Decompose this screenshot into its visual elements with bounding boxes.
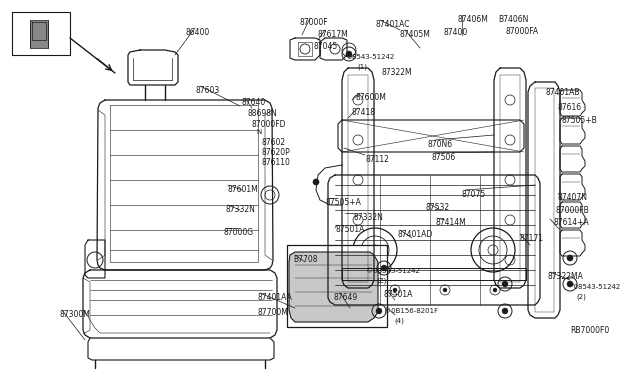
- Text: 87616: 87616: [558, 103, 582, 112]
- Text: 87620P: 87620P: [261, 148, 290, 157]
- Text: 87322M: 87322M: [381, 68, 412, 77]
- Text: 87614+A: 87614+A: [553, 218, 589, 227]
- Text: °08543-51242: °08543-51242: [570, 284, 620, 290]
- Text: 87506: 87506: [432, 153, 456, 162]
- Text: 87322MA: 87322MA: [548, 272, 584, 281]
- Circle shape: [567, 281, 573, 287]
- Text: 87332N: 87332N: [226, 205, 256, 214]
- Text: 87407N: 87407N: [558, 193, 588, 202]
- Circle shape: [381, 265, 387, 271]
- Text: 87332N: 87332N: [353, 213, 383, 222]
- Text: (2): (2): [576, 293, 586, 299]
- Text: (4): (4): [394, 318, 404, 324]
- Text: 87401AB: 87401AB: [545, 88, 579, 97]
- Text: 87700M: 87700M: [257, 308, 288, 317]
- Text: 87300M: 87300M: [60, 310, 91, 319]
- Circle shape: [502, 281, 508, 287]
- Circle shape: [493, 288, 497, 292]
- Text: 86400: 86400: [185, 28, 209, 37]
- Text: 87000G: 87000G: [223, 228, 253, 237]
- Text: 87601M: 87601M: [228, 185, 259, 194]
- Text: 87406M: 87406M: [458, 15, 489, 24]
- Circle shape: [346, 51, 352, 57]
- Text: 87000FD: 87000FD: [252, 120, 287, 129]
- Circle shape: [376, 308, 382, 314]
- Text: 87501A: 87501A: [335, 225, 364, 234]
- Circle shape: [348, 288, 352, 292]
- Text: 87405M: 87405M: [400, 30, 431, 39]
- Text: 87602: 87602: [261, 138, 285, 147]
- Text: 87640: 87640: [242, 98, 266, 107]
- Text: 87418: 87418: [352, 108, 376, 117]
- Text: 87649: 87649: [334, 293, 358, 302]
- Text: 87000FB: 87000FB: [556, 206, 589, 215]
- Bar: [30, 20, 48, 48]
- Text: 87112: 87112: [365, 155, 389, 164]
- Text: 870N6: 870N6: [428, 140, 453, 149]
- Text: 87505+B: 87505+B: [562, 116, 598, 125]
- Text: 87400: 87400: [443, 28, 467, 37]
- Text: 88698N: 88698N: [247, 109, 276, 118]
- Text: 87501A: 87501A: [383, 290, 412, 299]
- Text: 87000FA: 87000FA: [505, 27, 538, 36]
- Text: 87532: 87532: [425, 203, 449, 212]
- Text: 87000F: 87000F: [300, 18, 328, 27]
- Text: 87045: 87045: [314, 42, 339, 51]
- Circle shape: [502, 308, 508, 314]
- Text: 876110: 876110: [261, 158, 290, 167]
- Bar: [287, 245, 387, 327]
- Text: N: N: [256, 129, 261, 135]
- Text: RB7000F0: RB7000F0: [570, 326, 609, 335]
- Circle shape: [313, 179, 319, 185]
- Text: 87401AD: 87401AD: [398, 230, 433, 239]
- Text: 87075: 87075: [462, 190, 486, 199]
- Text: ©08543-51242: ©08543-51242: [366, 268, 420, 274]
- Text: ©0B156-8201F: ©0B156-8201F: [384, 308, 438, 314]
- Text: (Z): (Z): [376, 278, 387, 285]
- Text: 87171: 87171: [519, 234, 543, 243]
- Polygon shape: [289, 252, 378, 322]
- Text: (1): (1): [357, 63, 367, 70]
- Text: 87603: 87603: [196, 86, 220, 95]
- Circle shape: [393, 288, 397, 292]
- Text: 87617M: 87617M: [318, 30, 349, 39]
- Text: 87401AA: 87401AA: [257, 293, 292, 302]
- Text: °08543-51242: °08543-51242: [344, 54, 394, 60]
- Circle shape: [443, 288, 447, 292]
- Text: B7708: B7708: [293, 255, 317, 264]
- Bar: [12, 12, 70, 55]
- Text: 87600M: 87600M: [355, 93, 386, 102]
- Circle shape: [567, 255, 573, 261]
- Text: 87401AC: 87401AC: [375, 20, 410, 29]
- Text: 87414M: 87414M: [435, 218, 466, 227]
- Text: 87505+A: 87505+A: [326, 198, 362, 207]
- Text: B7406N: B7406N: [498, 15, 529, 24]
